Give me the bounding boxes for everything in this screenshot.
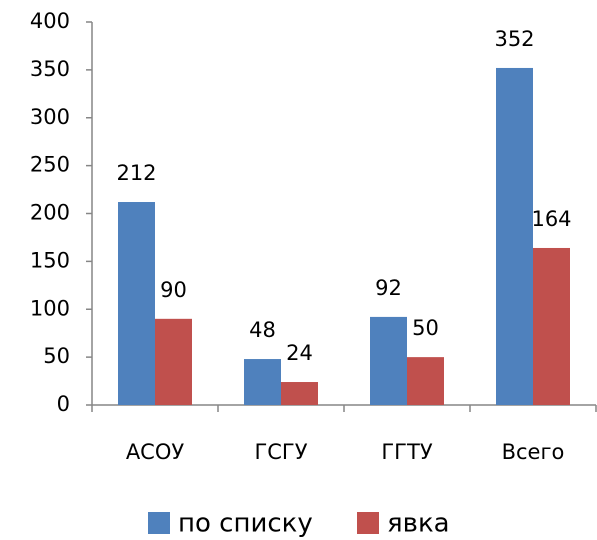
y-tick-label: 350 — [30, 57, 70, 81]
y-tick-label: 150 — [30, 248, 70, 272]
data-label: 212 — [116, 161, 156, 185]
y-tick-label: 0 — [57, 392, 70, 416]
bar — [496, 67, 533, 406]
data-label: 352 — [494, 27, 534, 51]
y-tick-label: 200 — [30, 201, 70, 225]
legend-text: явка — [387, 509, 450, 539]
y-tick-label: 50 — [43, 344, 70, 368]
x-tick-label: ГГТУ — [381, 440, 432, 464]
x-tick-label: ГСГУ — [254, 440, 307, 464]
y-tick-label: 250 — [30, 153, 70, 177]
bar — [370, 316, 407, 405]
data-label: 164 — [531, 207, 571, 231]
data-label: 24 — [286, 341, 313, 365]
data-label: 90 — [160, 278, 187, 302]
data-label: 50 — [412, 316, 439, 340]
data-label: 48 — [249, 318, 276, 342]
bar — [533, 247, 570, 405]
x-tick-label: АСОУ — [126, 440, 185, 464]
data-label: 92 — [375, 276, 402, 300]
y-tick-label: 100 — [30, 296, 70, 320]
bar — [155, 318, 192, 405]
bar — [244, 359, 281, 405]
y-tick-label: 300 — [30, 105, 70, 129]
legend-text: по списку — [178, 509, 313, 539]
bar — [407, 357, 444, 405]
y-tick-label: 400 — [30, 9, 70, 33]
legend-swatch — [148, 512, 170, 534]
x-tick-label: Всего — [502, 440, 565, 464]
bar — [118, 202, 155, 405]
bar — [281, 382, 318, 405]
legend-swatch — [357, 512, 379, 534]
